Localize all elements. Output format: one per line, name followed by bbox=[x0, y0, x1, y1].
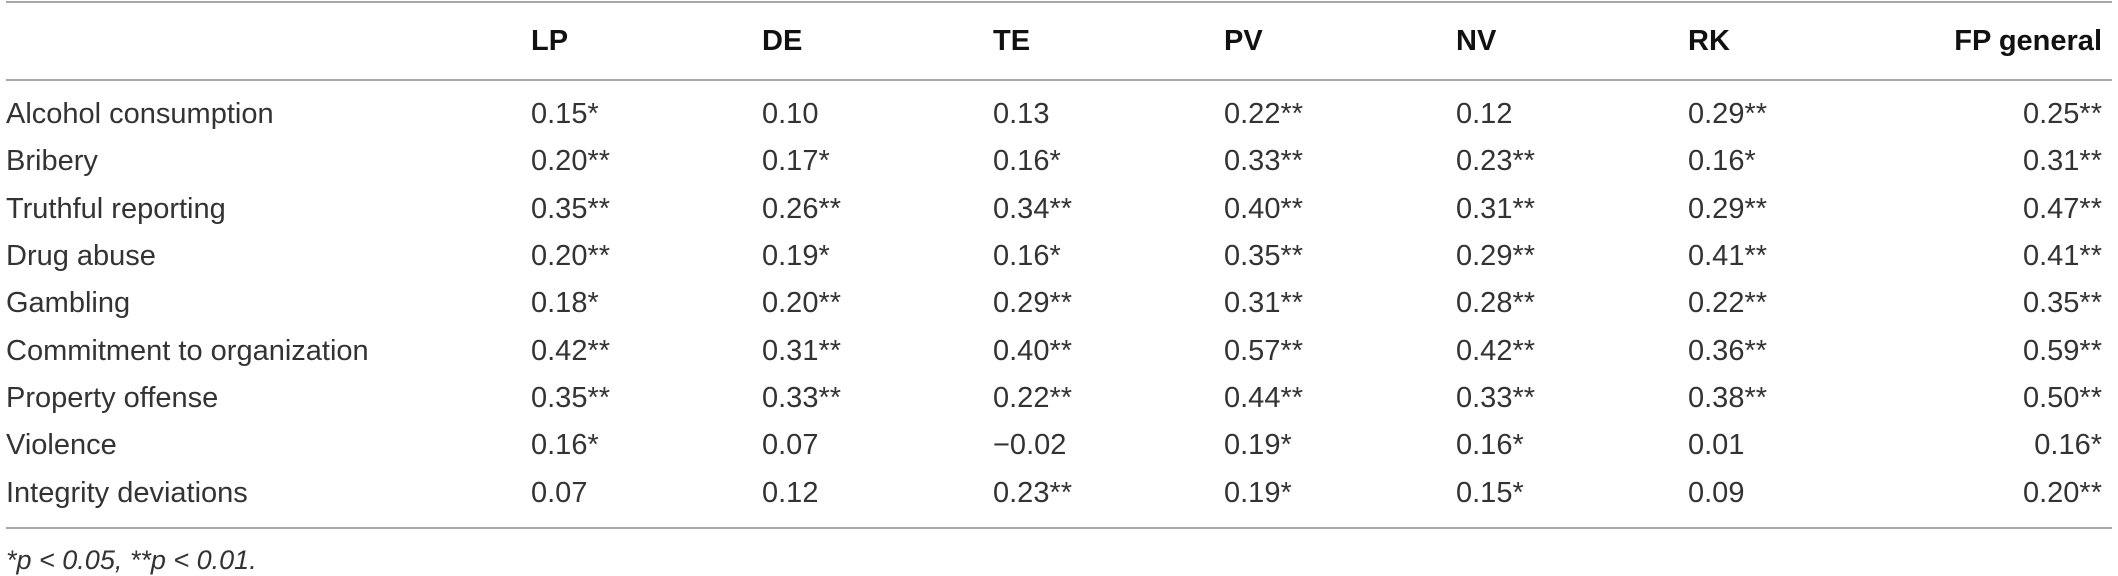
header-cell-te: TE bbox=[993, 24, 1031, 57]
table-cell: 0.16* bbox=[993, 240, 1061, 273]
table-cell: 0.22** bbox=[1688, 287, 1768, 320]
table-cell: −0.02 bbox=[993, 429, 1067, 462]
table-cell: 0.16* bbox=[1456, 429, 1524, 462]
table-cell: 0.16* bbox=[531, 429, 599, 462]
table-cell: 0.10 bbox=[762, 98, 819, 131]
row-label: Property offense bbox=[6, 381, 219, 414]
table-cell: 0.13 bbox=[993, 98, 1050, 131]
header-cell-nv: NV bbox=[1456, 24, 1497, 57]
table-cell: 0.35** bbox=[2022, 287, 2102, 320]
table-cell: 0.40** bbox=[993, 334, 1073, 367]
table-cell: 0.38** bbox=[1688, 381, 1768, 414]
table-cell: 0.29** bbox=[993, 287, 1073, 320]
table-cell: 0.35** bbox=[531, 192, 611, 225]
row-label: Integrity deviations bbox=[6, 476, 248, 509]
table-cell: 0.59** bbox=[2022, 334, 2102, 367]
header-cell-fp-general: FP general bbox=[1954, 24, 2102, 57]
table-cell: 0.31** bbox=[2022, 145, 2102, 178]
table-cell: 0.16* bbox=[2034, 429, 2102, 462]
table-cell: 0.17* bbox=[762, 145, 830, 178]
table-cell: 0.33** bbox=[762, 381, 842, 414]
table-row: Drug abuse 0.20** 0.19* 0.16* 0.35** 0.2… bbox=[6, 233, 2112, 280]
table-row: Violence 0.16* 0.07 −0.02 0.19* 0.16* 0.… bbox=[6, 422, 2112, 469]
table-cell: 0.19* bbox=[1224, 476, 1292, 509]
table-cell: 0.18* bbox=[531, 287, 599, 320]
table-cell: 0.12 bbox=[1456, 98, 1513, 131]
table-cell: 0.35** bbox=[1224, 240, 1304, 273]
table-cell: 0.57** bbox=[1224, 334, 1304, 367]
row-label: Alcohol consumption bbox=[6, 98, 274, 131]
table-cell: 0.34** bbox=[993, 192, 1073, 225]
table-row: Gambling 0.18* 0.20** 0.29** 0.31** 0.28… bbox=[6, 280, 2112, 327]
table-cell: 0.26** bbox=[762, 192, 842, 225]
table-cell: 0.31** bbox=[1456, 192, 1536, 225]
table-cell: 0.19* bbox=[762, 240, 830, 273]
row-label: Bribery bbox=[6, 145, 98, 178]
table-cell: 0.23** bbox=[1456, 145, 1536, 178]
table-cell: 0.23** bbox=[993, 476, 1073, 509]
table-cell: 0.42** bbox=[1456, 334, 1536, 367]
table-cell: 0.41** bbox=[2022, 240, 2102, 273]
table-cell: 0.50** bbox=[2022, 381, 2102, 414]
row-label: Drug abuse bbox=[6, 240, 156, 273]
table-cell: 0.09 bbox=[1688, 476, 1745, 509]
table-row: Commitment to organization 0.42** 0.31**… bbox=[6, 327, 2112, 374]
table-bottom-rule bbox=[6, 526, 2112, 529]
table-cell: 0.12 bbox=[762, 476, 819, 509]
table-cell: 0.28** bbox=[1456, 287, 1536, 320]
table-row: Integrity deviations 0.07 0.12 0.23** 0.… bbox=[6, 469, 2112, 526]
table-cell: 0.07 bbox=[762, 429, 819, 462]
table-cell: 0.40** bbox=[1224, 192, 1304, 225]
table-cell: 0.22** bbox=[993, 381, 1073, 414]
table-cell: 0.25** bbox=[2022, 98, 2102, 131]
table-row: Bribery 0.20** 0.17* 0.16* 0.33** 0.23**… bbox=[6, 138, 2112, 185]
table-cell: 0.01 bbox=[1688, 429, 1745, 462]
table-cell: 0.44** bbox=[1224, 381, 1304, 414]
table-cell: 0.29** bbox=[1688, 192, 1768, 225]
table-cell: 0.47** bbox=[2022, 192, 2102, 225]
table-cell: 0.31** bbox=[1224, 287, 1304, 320]
table-top-rule bbox=[6, 1, 2112, 3]
table-cell: 0.16* bbox=[993, 145, 1061, 178]
table-cell: 0.20** bbox=[531, 240, 611, 273]
table-header-row: LP DE TE PV NV RK FP general bbox=[6, 3, 2112, 80]
table-cell: 0.33** bbox=[1456, 381, 1536, 414]
table-cell: 0.07 bbox=[531, 476, 588, 509]
header-cell-rk: RK bbox=[1688, 24, 1730, 57]
table-footnote: *p < 0.05, **p < 0.01. bbox=[6, 544, 257, 575]
table-cell: 0.19* bbox=[1224, 429, 1292, 462]
table-row: Alcohol consumption 0.15* 0.10 0.13 0.22… bbox=[6, 80, 2112, 138]
table-cell: 0.20** bbox=[762, 287, 842, 320]
table-cell: 0.42** bbox=[531, 334, 611, 367]
table-cell: 0.41** bbox=[1688, 240, 1768, 273]
table-cell: 0.31** bbox=[762, 334, 842, 367]
header-cell-row-label bbox=[6, 3, 531, 80]
table-cell: 0.15* bbox=[531, 98, 599, 131]
header-cell-lp: LP bbox=[531, 24, 569, 57]
row-label: Gambling bbox=[6, 287, 131, 320]
row-label: Commitment to organization bbox=[6, 334, 369, 367]
table-cell: 0.15* bbox=[1456, 476, 1524, 509]
header-cell-de: DE bbox=[762, 24, 803, 57]
table-cell: 0.20** bbox=[2022, 476, 2102, 509]
correlation-table-container: LP DE TE PV NV RK FP general Alcohol con… bbox=[6, 1, 2112, 529]
table-cell: 0.35** bbox=[531, 381, 611, 414]
table-cell: 0.36** bbox=[1688, 334, 1768, 367]
table-cell: 0.20** bbox=[531, 145, 611, 178]
table-row: Truthful reporting 0.35** 0.26** 0.34** … bbox=[6, 186, 2112, 233]
table-row: Property offense 0.35** 0.33** 0.22** 0.… bbox=[6, 375, 2112, 422]
table-cell: 0.16* bbox=[1688, 145, 1756, 178]
table-cell: 0.29** bbox=[1456, 240, 1536, 273]
correlation-table: LP DE TE PV NV RK FP general Alcohol con… bbox=[6, 3, 2112, 527]
table-cell: 0.22** bbox=[1224, 98, 1304, 131]
table-cell: 0.33** bbox=[1224, 145, 1304, 178]
row-label: Truthful reporting bbox=[6, 192, 226, 225]
table-cell: 0.29** bbox=[1688, 98, 1768, 131]
header-cell-pv: PV bbox=[1224, 24, 1263, 57]
row-label: Violence bbox=[6, 429, 117, 462]
